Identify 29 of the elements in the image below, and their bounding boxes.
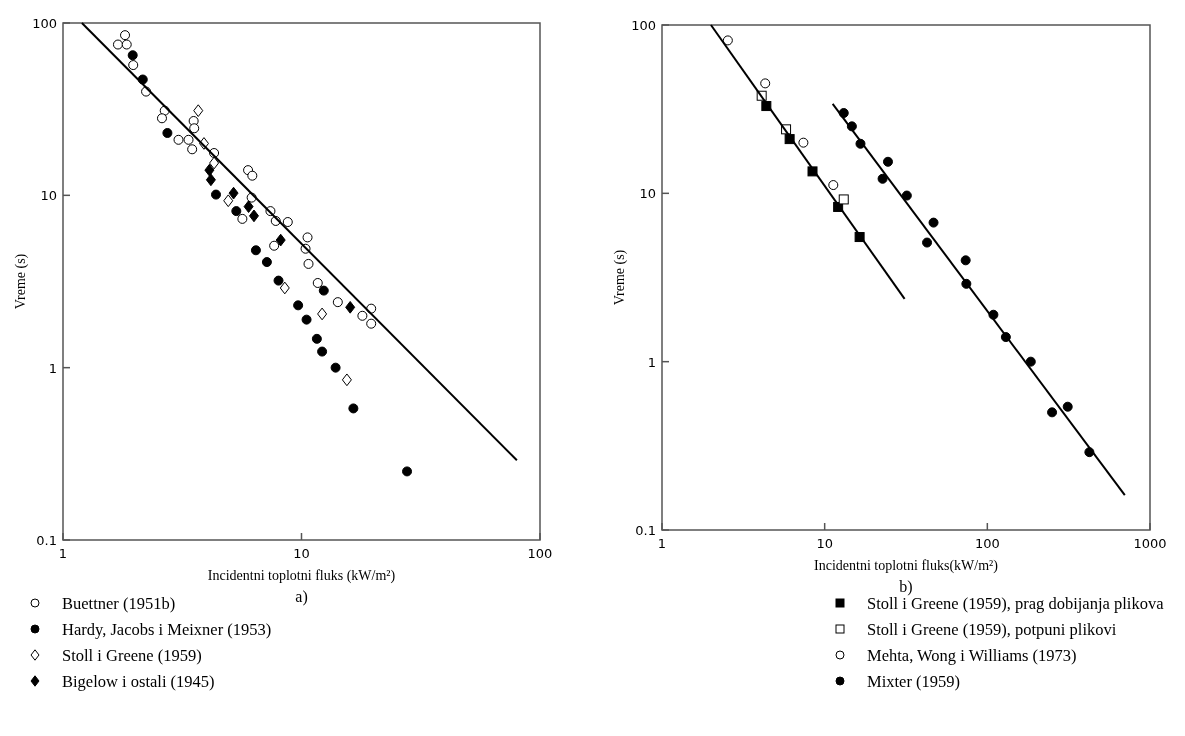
x-tick-label: 1000 [1133, 536, 1167, 551]
x-tick-label: 10 [293, 546, 310, 561]
legend-label: Stoll i Greene (1959) [62, 646, 202, 665]
x-axis-title: Incidentni toplotni fluks(kW/m²) [814, 558, 999, 574]
x-tick-label: 1 [657, 536, 667, 551]
legend-label: Mixter (1959) [867, 672, 961, 691]
legend-label: Bigelow i ostali (1945) [62, 672, 215, 691]
y-tick-label: 1 [48, 360, 57, 376]
x-tick-label: 10 [816, 536, 833, 551]
legend-label: Mehta, Wong i Williams (1973) [867, 646, 1077, 665]
legend-label: Stoll i Greene (1959), prag dobijanja plikova [867, 594, 1165, 613]
y-tick-label: 0.1 [36, 533, 57, 548]
y-tick-label: 10 [639, 186, 656, 202]
legend-label: Buettner (1951b) [62, 594, 176, 613]
text: b) [899, 578, 913, 596]
x-tick-label: 100 [527, 546, 553, 561]
y-tick-label: 10 [40, 188, 57, 204]
text: a) [295, 588, 308, 606]
y-axis-title: Vreme (s) [612, 249, 628, 306]
y-tick-label: 100 [32, 16, 57, 31]
legend-label: Hardy, Jacobs i Meixner (1953) [62, 620, 272, 639]
x-tick-label: 1 [58, 546, 68, 561]
y-tick-label: 100 [631, 18, 656, 33]
y-tick-label: 0.1 [635, 523, 656, 538]
x-tick-label: 100 [974, 536, 1000, 551]
y-tick-label: 1 [647, 354, 656, 370]
legend-label: Stoll i Greene (1959), potpuni plikovi [867, 620, 1117, 639]
x-axis-title: Incidentni toplotni fluks (kW/m²) [207, 568, 396, 584]
y-axis-title: Vreme (s) [13, 253, 29, 310]
